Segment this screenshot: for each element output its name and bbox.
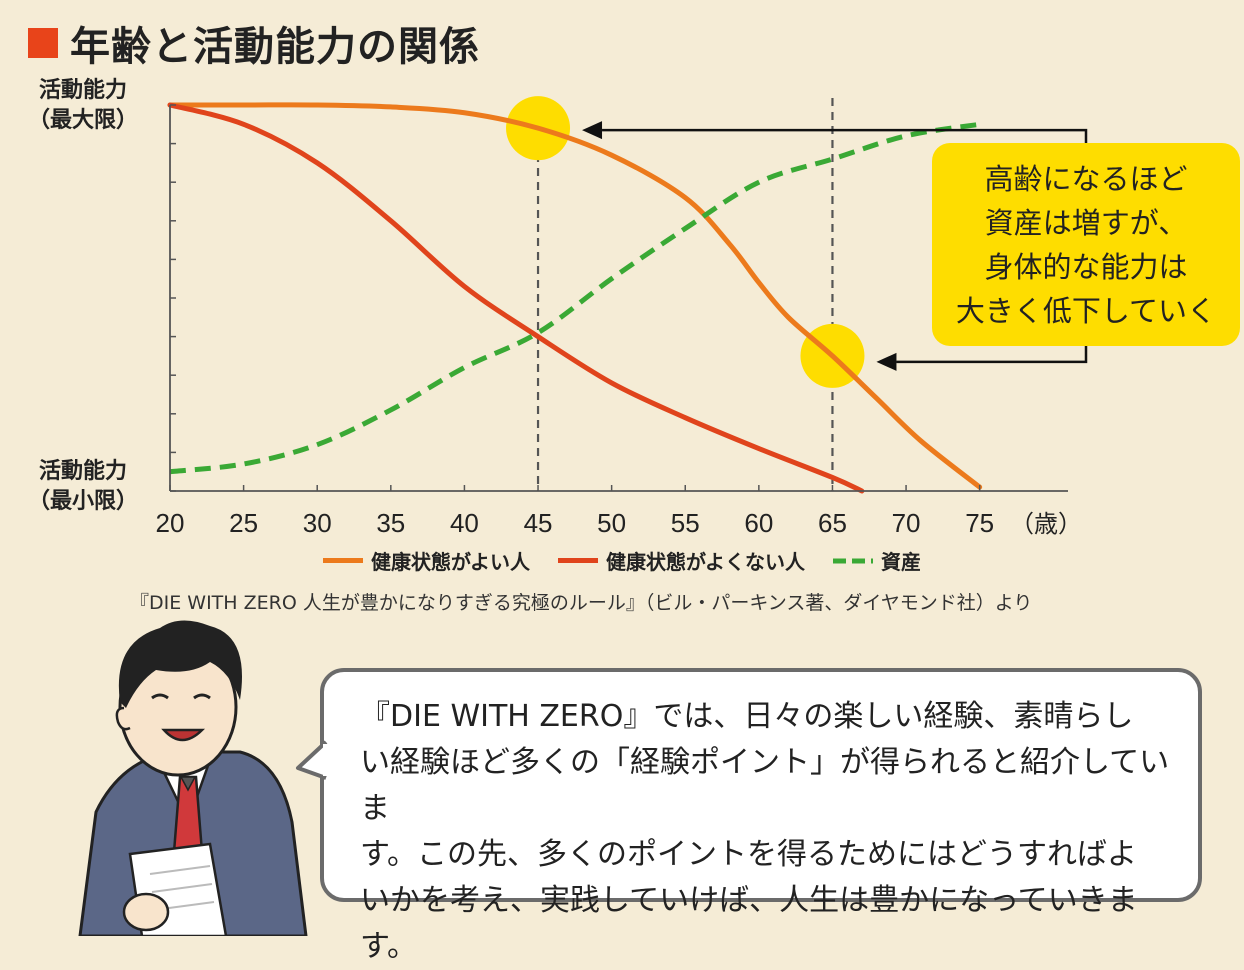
callout-line: 高齢になるほど: [984, 161, 1188, 196]
callout-line: 大きく低下していく: [955, 293, 1217, 328]
series-line: [167, 102, 865, 494]
chart-legend: 健康状態がよい人 健康状態がよくない人 資産: [0, 546, 1244, 575]
x-tick-label: 65: [818, 508, 847, 538]
title-row: 年齢と活動能力の関係: [28, 14, 480, 72]
x-tick-label: 40: [450, 508, 479, 538]
businessman-illustration: [78, 620, 308, 936]
y-axis-bottom-label-line2: （最小限）: [28, 489, 139, 514]
arrow-head-bottom: [876, 352, 897, 371]
series-line: [167, 102, 983, 490]
reference-lines: [536, 98, 834, 491]
x-tick-label: 60: [744, 508, 773, 538]
speech-text: 『DIE WITH ZERO』では、日々の楽しい経験、素晴らし い経験ほど多くの…: [360, 694, 1174, 970]
legend-label-assets: 資産: [881, 550, 921, 574]
x-tick-label: 75: [965, 508, 994, 538]
legend-swatch-unhealthy: [558, 558, 598, 563]
y-axis-top-label-line2: （最大限）: [28, 108, 139, 133]
legend-swatch-healthy: [323, 558, 363, 563]
callout-text: 高齢になるほど 資産は増すが、 身体的な能力は 大きく低下していく: [956, 157, 1216, 333]
speech-line: す。この先、多くのポイントを得るためにはどうすればよ: [360, 837, 1137, 872]
x-tick-label: 45: [524, 508, 553, 538]
speech-line: いかを考え、実践していけば、人生は豊かになっていきます。: [360, 883, 1138, 964]
legend-label-unhealthy: 健康状態がよくない人: [606, 550, 805, 574]
x-tick-label: 35: [376, 508, 405, 538]
speech-line: 『DIE WITH ZERO』では、日々の楽しい経験、素晴らし: [360, 699, 1134, 734]
callout-connector-top: [932, 128, 1088, 143]
y-axis-top-label: 活動能力 （最大限）: [28, 76, 138, 136]
x-tick-label: 25: [229, 508, 258, 538]
y-axis-bottom-label: 活動能力 （最小限）: [28, 457, 138, 517]
speech-bubble: 『DIE WITH ZERO』では、日々の楽しい経験、素晴らし い経験ほど多くの…: [320, 668, 1202, 964]
highlight-circles: [506, 96, 865, 388]
speech-line: い経験ほど多くの「経験ポイント」が得られると紹介していま: [360, 745, 1170, 826]
arrow-head-top: [582, 121, 603, 140]
axes: 20 25 30 35 40 45 50 55 60 65 70 75 （歳）: [156, 104, 1082, 538]
callout-box: 高齢になるほど 資産は増すが、 身体的な能力は 大きく低下していく: [932, 143, 1240, 346]
x-tick-label: 20: [156, 508, 185, 538]
callout-arrows: [582, 121, 1088, 371]
line-chart: 20 25 30 35 40 45 50 55 60 65 70 75 （歳）: [156, 96, 1088, 538]
x-tick-label: 50: [597, 508, 626, 538]
series-lines: [167, 102, 983, 494]
y-axis-top-label-line1: 活動能力: [39, 78, 128, 103]
source-citation: 『DIE WITH ZERO 人生が豊かになりすぎる究極のルール』（ビル・パーキ…: [130, 592, 1033, 614]
y-axis-bottom-label-line1: 活動能力: [39, 459, 128, 484]
legend-label-healthy: 健康状態がよい人: [371, 550, 530, 574]
series-line: [169, 121, 981, 475]
legend-swatch-assets: [833, 558, 873, 563]
legend-item-unhealthy: 健康状態がよくない人: [558, 546, 805, 575]
x-axis-unit-label: （歳）: [1010, 510, 1082, 538]
page-title: 年齢と活動能力の関係: [70, 24, 480, 70]
x-tick-label: 55: [671, 508, 700, 538]
callout-line: 資産は増すが、: [984, 205, 1188, 240]
legend-item-healthy: 健康状態がよい人: [323, 546, 530, 575]
legend-item-assets: 資産: [833, 546, 921, 575]
callout-line: 身体的な能力は: [984, 249, 1188, 284]
x-tick-label: 70: [892, 508, 921, 538]
title-square-icon: [28, 28, 58, 58]
x-tick-label: 30: [303, 508, 332, 538]
callout-connector-bottom: [896, 346, 1088, 364]
